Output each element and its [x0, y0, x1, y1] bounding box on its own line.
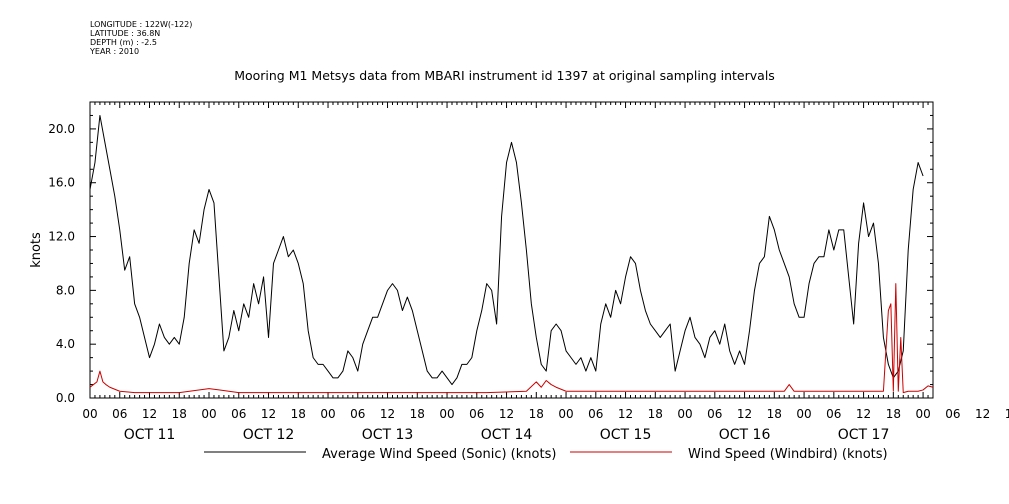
- y-tick-label: 8.0: [56, 283, 75, 297]
- day-label: OCT 11: [124, 427, 176, 443]
- y-tick-label: 0.0: [56, 391, 75, 405]
- day-label: OCT 16: [719, 427, 771, 443]
- chart-title: Mooring M1 Metsys data from MBARI instru…: [234, 68, 775, 83]
- day-labels: OCT 11 OCT 12 OCT 13 OCT 14 OCT 15 OCT 16 OCT …: [124, 427, 890, 443]
- x-tick-label: 18: [172, 407, 187, 421]
- x-tick-label: 06: [231, 407, 246, 421]
- y-tick-label: 16.0: [48, 176, 75, 190]
- y-tick-label: 4.0: [56, 337, 75, 351]
- y-tick-label: 12.0: [48, 230, 75, 244]
- legend-label-windbird: Wind Speed (Windbird) (knots): [688, 447, 888, 462]
- x-tick-label: 12: [737, 407, 752, 421]
- metadata-block: LONGITUDE : 122W(-122) LATITUDE : 36.8N …: [90, 20, 192, 56]
- tick-marks: [89, 101, 934, 399]
- x-tick-label: 06: [945, 407, 960, 421]
- day-label: OCT 13: [362, 427, 414, 443]
- x-tick-label: 06: [112, 407, 127, 421]
- x-tick-label: 00: [677, 407, 692, 421]
- x-tick-label: 06: [826, 407, 841, 421]
- x-tick-label: 12: [499, 407, 514, 421]
- x-tick-label: 00: [915, 407, 930, 421]
- series-lines: [89, 114, 934, 394]
- day-label: OCT 15: [600, 427, 652, 443]
- x-tick-label: 00: [201, 407, 216, 421]
- x-tick-label: 18: [529, 407, 544, 421]
- x-tick-label: 00: [320, 407, 335, 421]
- plot-frame: [89, 101, 934, 399]
- meta-longitude: LONGITUDE : 122W(-122): [90, 20, 193, 29]
- x-tick-label: 18: [767, 407, 782, 421]
- x-tick-label: 18: [291, 407, 306, 421]
- x-tick-label: 06: [588, 407, 603, 421]
- legend: Average Wind Speed (Sonic) (knots) Wind …: [204, 447, 888, 462]
- x-tick-label: 12: [380, 407, 395, 421]
- y-axis-label: knots: [29, 232, 44, 268]
- x-tick-label: 18: [648, 407, 663, 421]
- x-tick-label: 18: [1005, 407, 1009, 421]
- x-tick-label: 00: [82, 407, 97, 421]
- x-tick-label: 12: [975, 407, 990, 421]
- x-tick-label: 06: [350, 407, 365, 421]
- x-tick-label: 12: [261, 407, 276, 421]
- x-tick-labels: 00 06 12 18 00 06 12 18 00 06 12 18 00 06 12 18 00 06 12 18…: [82, 407, 1009, 421]
- x-tick-label: 06: [707, 407, 722, 421]
- meta-year: YEAR : 2010: [90, 47, 140, 56]
- x-tick-label: 18: [886, 407, 901, 421]
- x-tick-label: 06: [469, 407, 484, 421]
- x-tick-label: 12: [142, 407, 157, 421]
- series-line-sonic: [89, 114, 924, 386]
- meta-depth: DEPTH (m) : -2.5: [90, 38, 157, 47]
- x-tick-label: 00: [558, 407, 573, 421]
- meta-latitude: LATITUDE : 36.8N: [90, 29, 161, 38]
- legend-label-sonic: Average Wind Speed (Sonic) (knots): [322, 447, 556, 462]
- y-tick-labels: 0.0 4.0 8.0 12.0 16.0 20.0: [48, 122, 75, 405]
- y-tick-label: 20.0: [48, 122, 75, 136]
- x-tick-label: 00: [439, 407, 454, 421]
- day-label: OCT 17: [838, 427, 890, 443]
- x-tick-label: 12: [856, 407, 871, 421]
- x-tick-label: 12: [618, 407, 633, 421]
- day-label: OCT 12: [243, 427, 295, 443]
- x-tick-label: 18: [410, 407, 425, 421]
- day-label: OCT 14: [481, 427, 533, 443]
- series-line-windbird: [89, 283, 934, 394]
- x-tick-label: 00: [796, 407, 811, 421]
